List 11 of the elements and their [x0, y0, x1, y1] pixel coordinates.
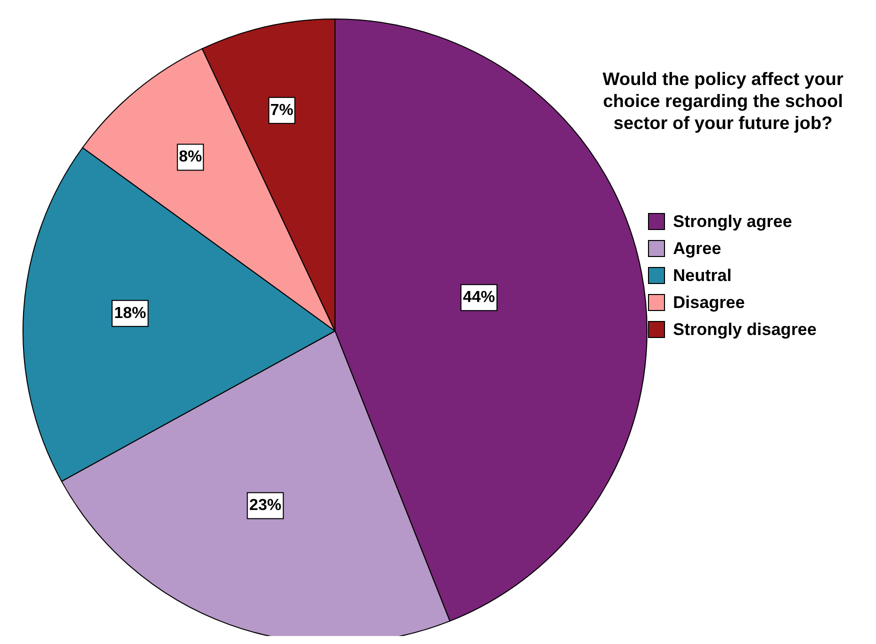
data-label: 18% [114, 304, 146, 322]
data-label: 7% [270, 102, 294, 119]
legend-title: Would the policy affect your choice regarding the school sector of your future job? [602, 68, 844, 134]
legend-label: Strongly agree [673, 212, 792, 232]
data-label: 8% [178, 148, 202, 166]
legend-label: Strongly disagree [673, 320, 817, 340]
legend-label: Agree [673, 238, 722, 258]
data-label: 44% [462, 289, 495, 306]
data-label: 23% [249, 497, 282, 514]
legend-label: Disagree [673, 292, 745, 312]
legend-label: Neutral [673, 266, 732, 286]
